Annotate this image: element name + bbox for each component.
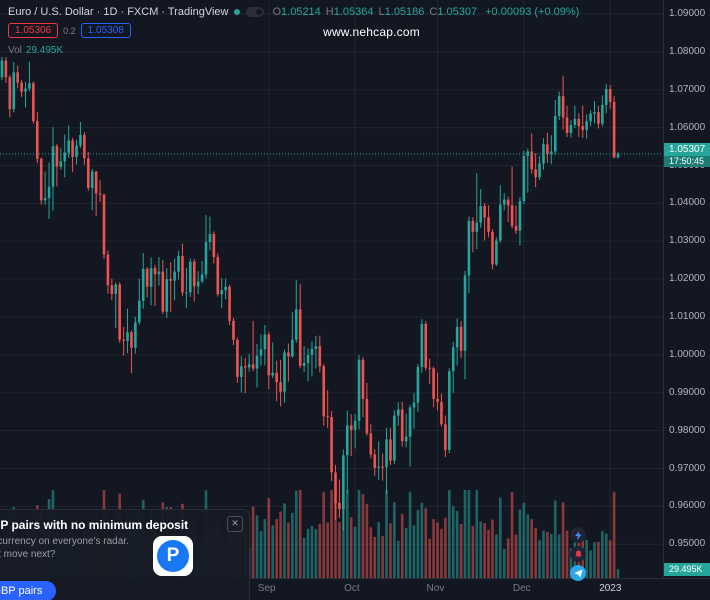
- open-value: 1.05214: [281, 6, 321, 18]
- symbol-title[interactable]: Euro / U.S. Dollar · 1D · FXCM · Trading…: [8, 6, 229, 18]
- low-label: L: [378, 6, 385, 18]
- alerts-button[interactable]: [570, 546, 586, 562]
- ad-body-text: GBP is the currency on everyone's radar.…: [0, 536, 129, 560]
- volume-axis-label: 29.495K: [664, 563, 710, 576]
- ad-cta-button[interactable]: Trade GBP pairs: [0, 581, 57, 600]
- price-tick: 1.06000: [669, 121, 706, 133]
- header-toggle[interactable]: [246, 7, 265, 17]
- close-label: C: [429, 6, 438, 18]
- volume-value: 29.495K: [25, 45, 64, 56]
- boost-button[interactable]: [570, 527, 586, 543]
- floating-buttons: [570, 527, 586, 581]
- price-tick: 1.04000: [669, 197, 706, 209]
- send-icon: [573, 568, 583, 578]
- ohlc-values: O1.05214 H1.05364 L1.05186 C1.05307: [272, 6, 477, 18]
- price-tick: 0.99000: [669, 386, 706, 398]
- price-tick: 0.98000: [669, 424, 706, 436]
- time-label-month: Sep: [257, 583, 276, 594]
- volume-label: Vol: [8, 45, 22, 56]
- lightning-icon: [574, 530, 582, 540]
- ad-banner[interactable]: ✕ Trade GBP pairs with no minimum deposi…: [0, 509, 250, 600]
- spread-value: 0.2: [63, 25, 76, 36]
- volume-indicator: Vol 29.495K: [8, 45, 579, 56]
- market-open-dot-icon: [234, 9, 241, 15]
- ad-close-icon[interactable]: ✕: [227, 516, 243, 532]
- low-value: 1.05186: [384, 6, 425, 18]
- price-tick: 1.00000: [669, 348, 706, 360]
- price-axis[interactable]: 1.05307 17:50:45 29.495K 1.09000 1.08000 1…: [663, 0, 710, 578]
- price-tick: 0.95000: [669, 538, 706, 550]
- time-label-year: 2023: [599, 583, 622, 594]
- price-tick: 1.08000: [669, 45, 706, 57]
- time-label-month: Oct: [344, 583, 360, 594]
- buy-price-button[interactable]: 1.05308: [80, 23, 131, 38]
- time-label-month: Dec: [512, 583, 531, 594]
- price-tick: 0.96000: [669, 500, 706, 512]
- bell-icon: [574, 549, 582, 558]
- advertiser-logo-letter: P: [157, 540, 189, 572]
- price-tick: 1.01000: [669, 311, 706, 323]
- chart-header: Euro / U.S. Dollar · 1D · FXCM · Trading…: [8, 6, 579, 56]
- sell-price-button[interactable]: 1.05306: [8, 23, 59, 38]
- price-tick: 1.02000: [669, 273, 706, 285]
- change-value: +0.00093 (+0.09%): [485, 6, 580, 18]
- price-tick: 1.09000: [669, 8, 706, 19]
- high-value: 1.05364: [333, 6, 374, 18]
- ad-heading: Trade GBP pairs with no minimum deposit: [0, 518, 189, 532]
- last-price-label: 1.05307 17:50:45: [664, 142, 710, 167]
- price-tick: 1.07000: [669, 83, 706, 95]
- close-value: 1.05307: [437, 6, 478, 18]
- open-label: O: [272, 6, 282, 18]
- price-tick: 0.97000: [669, 462, 706, 474]
- site-watermark: www.nehcap.com: [323, 25, 420, 39]
- price-tick: 1.03000: [669, 235, 706, 247]
- high-label: H: [325, 6, 334, 18]
- last-price-value: 1.05307: [669, 143, 706, 155]
- bar-countdown: 17:50:45: [664, 155, 710, 167]
- time-label-month: Nov: [426, 583, 445, 594]
- share-button[interactable]: [570, 565, 586, 581]
- advertiser-logo: P: [153, 536, 193, 576]
- candlestick-chart[interactable]: www.nehcap.com Euro / U.S. Dollar · 1D ·…: [0, 0, 663, 600]
- chart-canvas[interactable]: [0, 0, 663, 578]
